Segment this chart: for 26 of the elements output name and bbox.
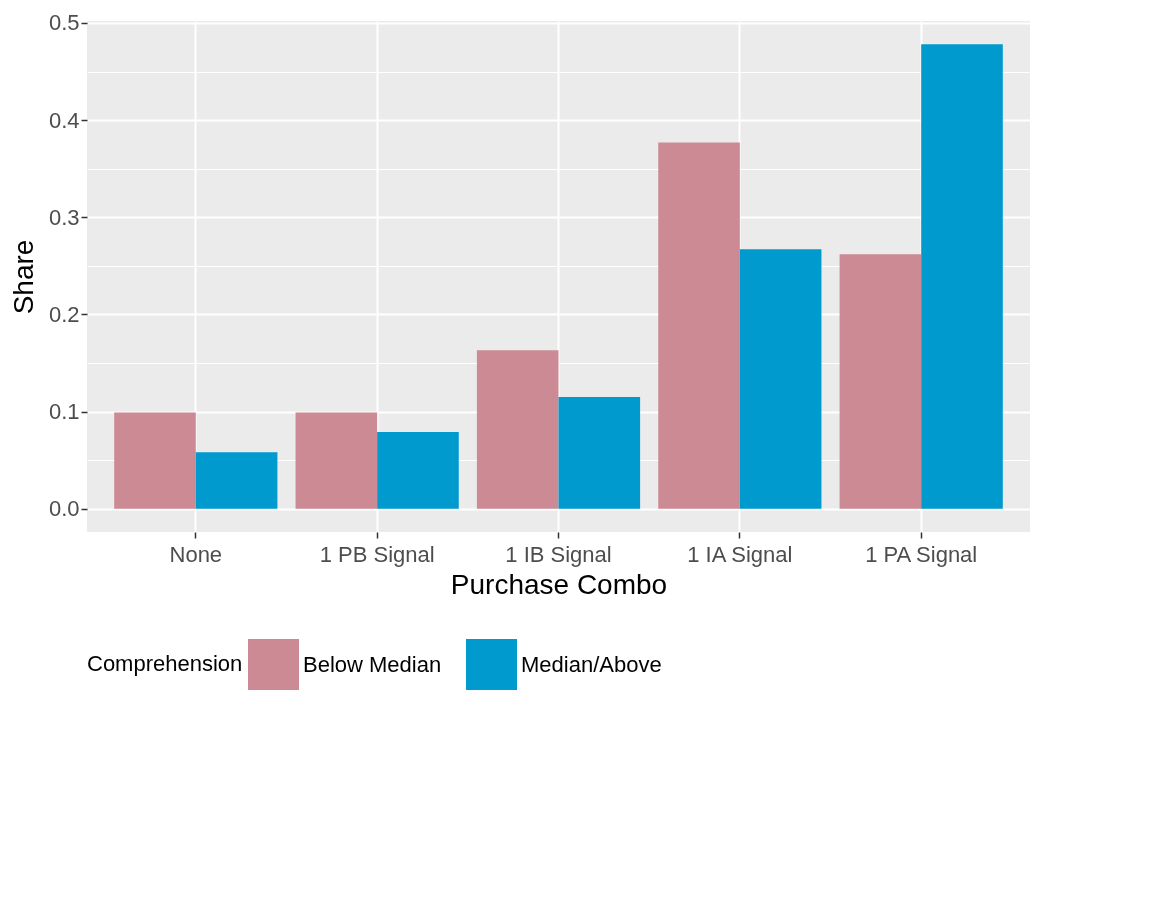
y-tick-label: 0.0 xyxy=(48,496,80,522)
x-tick-label: None xyxy=(169,541,223,567)
y-tick-label: 0.3 xyxy=(48,204,80,230)
x-tick-label: 1 IB Signal xyxy=(505,541,612,567)
y-axis-title: Share xyxy=(7,239,39,315)
bar xyxy=(295,412,378,509)
x-tick-label: 1 PA Signal xyxy=(865,541,978,567)
legend-label: Median/Above xyxy=(521,651,662,677)
bar xyxy=(558,396,641,509)
x-axis-title: Purchase Combo xyxy=(450,568,668,600)
bar xyxy=(839,254,922,509)
bar xyxy=(476,350,559,509)
legend-label: Below Median xyxy=(303,651,442,677)
y-tick-label: 0.2 xyxy=(48,301,80,327)
bar xyxy=(114,412,196,509)
legend-title: Comprehension xyxy=(87,651,243,676)
x-tick-label: 1 PB Signal xyxy=(319,541,435,567)
y-tick-label: 0.1 xyxy=(48,399,80,425)
bar xyxy=(658,142,740,509)
bar xyxy=(921,44,1003,509)
bar xyxy=(377,431,459,509)
bar xyxy=(195,452,278,509)
y-tick-label: 0.5 xyxy=(48,10,80,36)
y-tick-label: 0.4 xyxy=(48,107,80,133)
x-tick-label: 1 IA Signal xyxy=(687,541,793,567)
bar xyxy=(739,249,822,509)
